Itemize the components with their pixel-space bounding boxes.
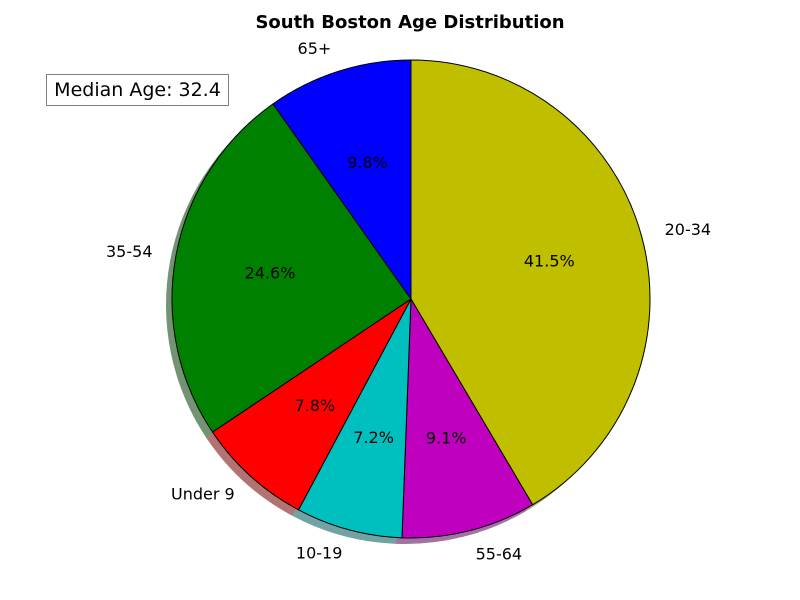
- pie-slices: [171, 59, 651, 539]
- pie-slice-under-9: [211, 298, 412, 511]
- slice-labels: 20-34 55-64 10-19 Under 9 35-54 65+: [106, 39, 711, 563]
- median-age-annotation: Median Age: 32.4: [46, 74, 229, 106]
- percent-labels: 41.5% 9.1% 7.2% 7.8% 24.6% 9.8%: [245, 153, 575, 448]
- annotation-text: Median Age: 32.4: [54, 79, 221, 101]
- slice-label-55-64: 55-64: [476, 544, 522, 563]
- percent-label-55-64: 9.1%: [426, 429, 467, 448]
- pie-slice-55-64: [401, 298, 534, 539]
- slice-label-65: 65+: [298, 39, 332, 58]
- pie-slice-65: [272, 59, 412, 300]
- annotation-box: [46, 74, 229, 106]
- slice-label-10-19: 10-19: [296, 543, 343, 562]
- percent-label-20-34: 41.5%: [524, 252, 575, 271]
- percent-label-65: 9.8%: [347, 153, 388, 172]
- slice-label-20-34: 20-34: [665, 220, 712, 239]
- pie-slice-35-54: [171, 103, 412, 433]
- pie-slice-10-19: [298, 298, 412, 539]
- pie-slice-20-34: [410, 59, 651, 506]
- chart-title: South Boston Age Distribution: [255, 12, 564, 33]
- percent-label-35-54: 24.6%: [245, 264, 296, 283]
- slice-label-under-9: Under 9: [171, 485, 235, 504]
- percent-label-10-19: 7.2%: [353, 428, 394, 447]
- percent-label-under-9: 7.8%: [294, 396, 335, 415]
- slice-label-35-54: 35-54: [106, 242, 153, 261]
